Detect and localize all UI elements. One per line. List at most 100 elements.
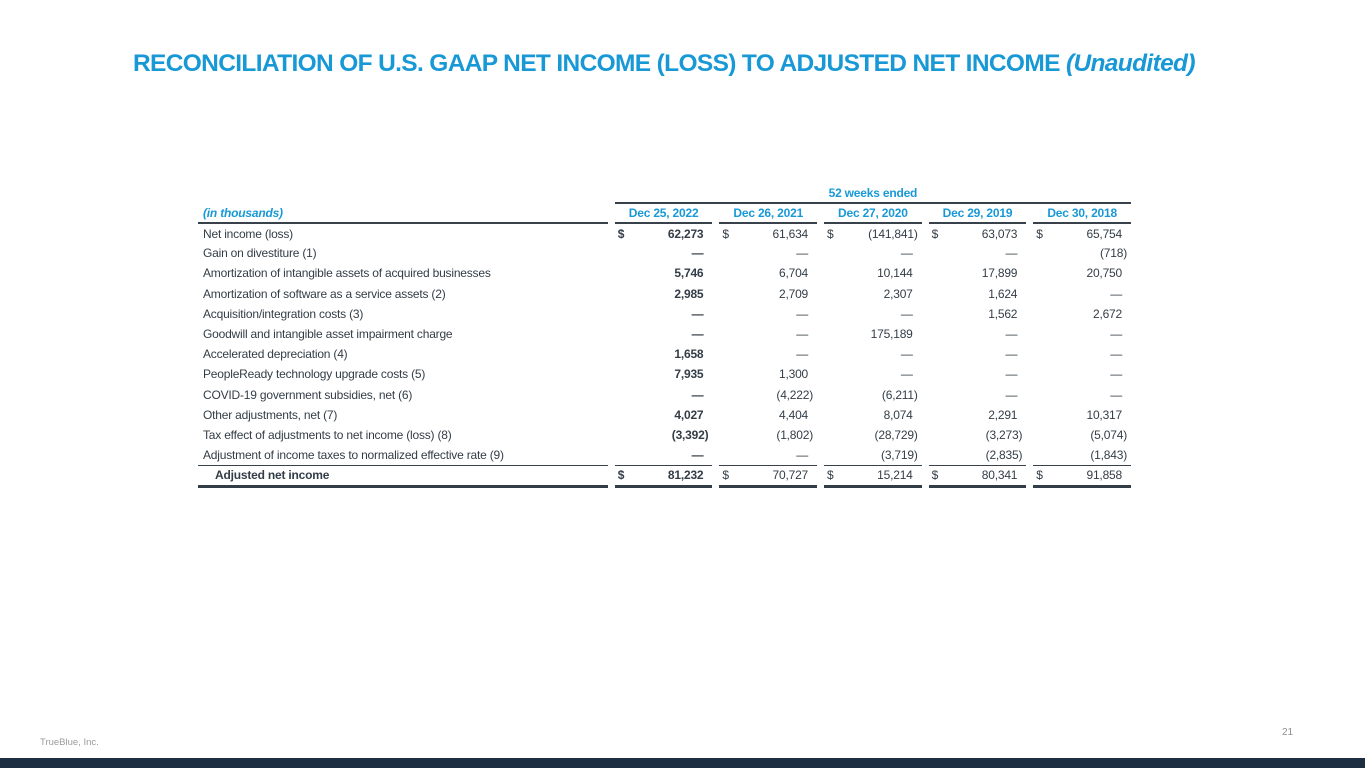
column-gap xyxy=(712,284,719,304)
weeks-ended-row: 52 weeks ended xyxy=(198,184,1131,204)
row-label: Other adjustments, net (7) xyxy=(203,407,338,422)
amount: — xyxy=(900,246,913,261)
cell-value: 175,189 xyxy=(824,324,922,344)
column-gap xyxy=(608,445,615,465)
amount: (28,729) xyxy=(874,427,918,442)
column-gap xyxy=(817,263,824,283)
cell-value: 10,317 xyxy=(1033,405,1131,425)
cell-value: — xyxy=(719,243,817,263)
amount: — xyxy=(691,246,704,261)
cell-content: — xyxy=(824,307,922,321)
column-gap xyxy=(712,425,719,445)
cell-content: — xyxy=(615,307,713,321)
cell-content: — xyxy=(824,367,922,381)
cell-content: (28,729) xyxy=(824,428,922,442)
column-gap xyxy=(922,385,929,405)
dollar-sign: $ xyxy=(617,226,625,241)
cell-content: $62,273 xyxy=(615,227,713,241)
column-gap xyxy=(608,263,615,283)
row-label: Adjustment of income taxes to normalized… xyxy=(203,447,504,462)
amount: 2,985 xyxy=(674,286,704,301)
amount: 2,672 xyxy=(1092,306,1122,321)
cell-value: (4,222) xyxy=(719,385,817,405)
column-header-date: Dec 25, 2022 xyxy=(614,203,713,224)
footer-company-name: TrueBlue, Inc. xyxy=(40,737,99,748)
dollar-sign: $ xyxy=(827,226,834,241)
amount: — xyxy=(900,347,913,362)
table-row: Gain on divestiture (1) — — — — (718) xyxy=(198,243,1131,263)
row-label: Accelerated depreciation (4) xyxy=(203,347,348,362)
cell-content: 7,935 xyxy=(615,367,713,381)
amount: 2,291 xyxy=(988,407,1018,422)
amount: (6,211) xyxy=(881,387,918,402)
cell-content: 1,624 xyxy=(929,287,1027,301)
cell-value: 2,709 xyxy=(719,284,817,304)
cell-content: — xyxy=(615,448,713,462)
cell-value: 2,672 xyxy=(1033,304,1131,324)
amount: — xyxy=(1110,327,1122,342)
cell-value: $81,232 xyxy=(614,464,713,488)
column-gap xyxy=(712,263,719,283)
cell-value: (1,843) xyxy=(1033,445,1131,465)
column-gap xyxy=(817,243,824,263)
table-row: Amortization of intangible assets of acq… xyxy=(198,263,1131,283)
cell-content: (1,802) xyxy=(719,428,817,442)
column-gap xyxy=(712,344,719,364)
cell-content: 2,709 xyxy=(719,287,817,301)
cell-value: (3,719) xyxy=(824,445,922,465)
reconciliation-table: 52 weeks ended (in thousands) Dec 25, 2022… xyxy=(198,184,1131,488)
column-gap xyxy=(922,324,929,344)
amount: — xyxy=(796,246,809,261)
cell-content: $63,073 xyxy=(929,227,1027,241)
column-header-date: Dec 29, 2019 xyxy=(928,203,1027,224)
amount: (2,835) xyxy=(985,447,1023,462)
column-gap xyxy=(922,344,929,364)
column-gap xyxy=(922,263,929,283)
column-gap xyxy=(712,324,719,344)
column-gap xyxy=(1026,344,1033,364)
cell-value: 1,300 xyxy=(719,364,817,384)
column-gap xyxy=(817,223,824,243)
column-gap xyxy=(922,405,929,425)
cell-content: — xyxy=(719,327,817,341)
column-gap xyxy=(712,445,719,465)
column-gap xyxy=(817,284,824,304)
cell-content: $80,341 xyxy=(929,468,1027,482)
cell-value: $65,754 xyxy=(1033,223,1131,243)
column-gap xyxy=(1026,203,1033,223)
cell-value: 5,746 xyxy=(615,263,713,283)
cell-content: $15,214 xyxy=(824,468,922,482)
dollar-sign: $ xyxy=(931,468,939,483)
column-header-date: Dec 30, 2018 xyxy=(1033,203,1131,224)
table-row: PeopleReady technology upgrade costs (5)… xyxy=(198,364,1131,384)
dollar-sign: $ xyxy=(1036,226,1043,241)
row-label: Gain on divestiture (1) xyxy=(203,246,317,261)
amount: 1,300 xyxy=(779,367,809,382)
column-gap xyxy=(712,304,719,324)
cell-content: (6,211) xyxy=(824,388,922,402)
column-gap xyxy=(817,465,824,486)
cell-value: 2,985 xyxy=(615,284,713,304)
cell-content: — xyxy=(615,327,713,341)
amount: (1,802) xyxy=(776,427,814,442)
column-gap xyxy=(608,243,615,263)
amount: (4,222) xyxy=(776,387,814,402)
dollar-sign: $ xyxy=(931,226,939,241)
cell-content: 17,899 xyxy=(929,266,1027,280)
cell-value: — xyxy=(1033,284,1131,304)
amount: 1,562 xyxy=(988,306,1018,321)
cell-content: — xyxy=(824,246,922,260)
cell-content: — xyxy=(929,388,1027,402)
empty-corner-cell xyxy=(198,184,608,203)
column-gap xyxy=(922,284,929,304)
cell-value: $ (141,841) xyxy=(824,223,922,243)
cell-value: — xyxy=(719,344,817,364)
cell-value: — xyxy=(615,324,713,344)
cell-content: $ (141,841) xyxy=(824,227,922,241)
cell-content: $91,858 xyxy=(1033,468,1131,482)
column-gap xyxy=(608,405,615,425)
table-row: Other adjustments, net (7) 4,027 4,404 8,07… xyxy=(198,405,1131,425)
slide-title: RECONCILIATION OF U.S. GAAP NET INCOME (… xyxy=(133,50,1196,78)
amount: 175,189 xyxy=(870,327,913,342)
